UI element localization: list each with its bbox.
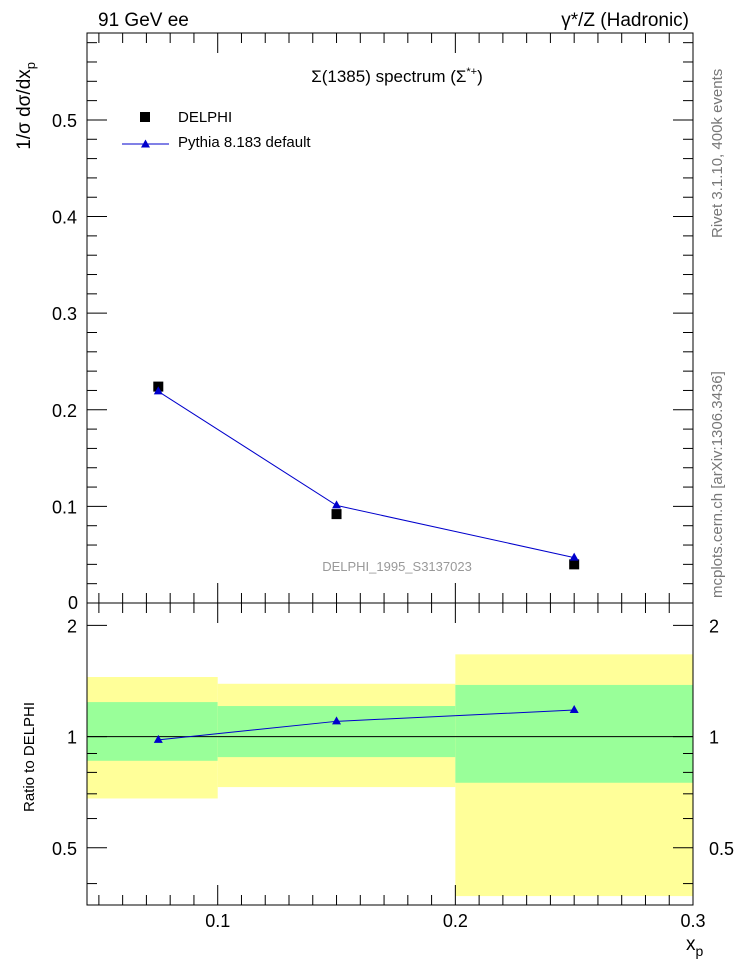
main-x-ticks <box>98 33 694 603</box>
ratio-data-point <box>153 734 163 743</box>
header-right: γ*/Z (Hadronic) <box>561 10 689 31</box>
x-tick-label: 0.1 <box>205 911 230 931</box>
ratio-y-axis-label: Ratio to DELPHI <box>21 702 38 812</box>
ratio-y-tick-label-right: 1 <box>709 728 719 748</box>
ratio-inner-band <box>455 684 693 783</box>
ratio-data-point <box>569 705 579 714</box>
ratio-uncertainty-bands <box>87 654 693 897</box>
main-y-axis-label: 1/σ dσ/dxp <box>14 62 38 150</box>
pythia-data-point <box>569 552 579 561</box>
legend-delphi-label: DELPHI <box>178 109 232 126</box>
ratio-inner-band <box>87 702 218 761</box>
main-y-ticks: 0.1 0.2 0.3 0.4 0.5 <box>52 42 693 585</box>
ratio-inner-band <box>217 706 456 758</box>
legend-pythia-marker <box>141 139 150 148</box>
main-data-layer <box>153 381 580 570</box>
x-tick-label: 0.3 <box>680 911 705 931</box>
watermark-label: DELPHI_1995_S3137023 <box>322 559 472 574</box>
delphi-data-point <box>569 559 580 570</box>
main-y-tick-label: 0.2 <box>52 401 77 421</box>
rivet-label: Rivet 3.1.10, 400k events <box>709 69 726 238</box>
main-y-tick-label: 0.1 <box>52 497 77 517</box>
chart-title: Σ(1385) spectrum (Σ*+) <box>311 66 483 86</box>
ratio-x-ticks: 0.1 0.2 0.3 <box>98 603 706 931</box>
ratio-y-ticks: 0.5 0.5 1 1 2 2 <box>52 616 734 885</box>
ratio-y-tick-label-right: 2 <box>709 616 719 636</box>
header-left: 91 GeV ee <box>98 10 189 31</box>
legend-delphi-marker <box>140 112 150 122</box>
ratio-y-tick-label: 2 <box>67 616 77 636</box>
main-y-zero-label: 0 <box>68 593 78 613</box>
delphi-data-point <box>331 509 342 520</box>
legend-pythia-label: Pythia 8.183 default <box>178 134 311 151</box>
legend: DELPHI Pythia 8.183 default <box>122 109 311 151</box>
x-tick-label: 0.2 <box>443 911 468 931</box>
ratio-y-tick-label-right: 0.5 <box>709 839 734 859</box>
main-y-tick-label: 0.4 <box>52 208 77 228</box>
ratio-panel: 0.5 0.5 1 1 2 2 0.1 0.2 0.3 Ratio to DELPHI xp <box>21 602 734 959</box>
ratio-data-layer <box>153 705 579 743</box>
main-y-tick-label: 0.3 <box>52 304 77 324</box>
main-y-tick-label: 0.5 <box>52 111 77 131</box>
ratio-data-point <box>332 716 342 725</box>
pythia-series-line <box>158 391 575 559</box>
ratio-y-tick-label: 0.5 <box>52 839 77 859</box>
pythia-data-point <box>332 500 342 509</box>
pythia-data-point <box>153 386 163 395</box>
mcplots-label: mcplots.cern.ch [arXiv:1306.3436] <box>709 371 726 598</box>
x-axis-label: xp <box>686 934 704 959</box>
main-panel: 0.1 0.2 0.3 0.4 0.5 0 1/σ dσ/dxp Σ(1385) spe… <box>14 32 694 613</box>
ratio-y-tick-label: 1 <box>67 728 77 748</box>
